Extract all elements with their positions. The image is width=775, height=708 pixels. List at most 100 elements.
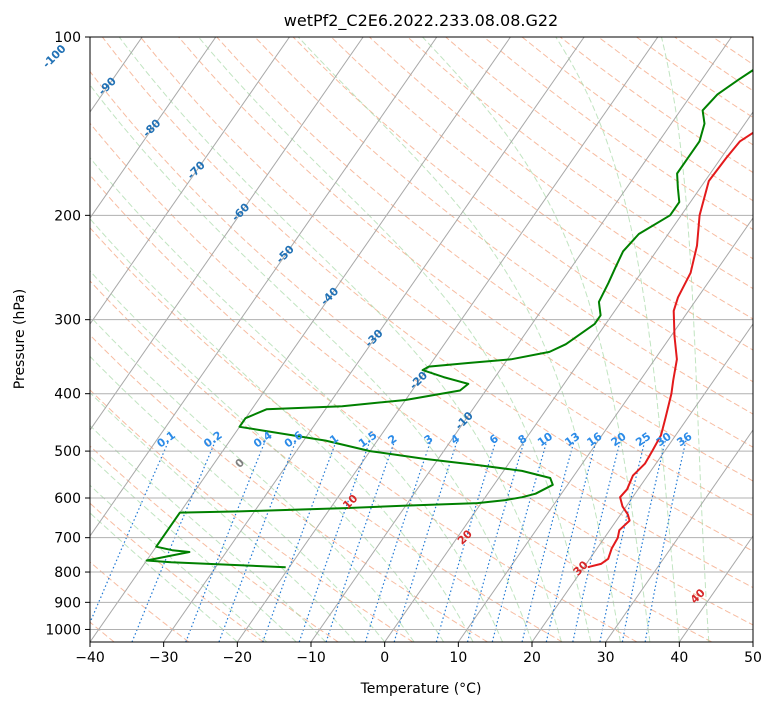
moist-adiabat [90, 484, 268, 642]
moist-adiabat [90, 156, 503, 642]
temperature-line [587, 131, 753, 569]
mixing-ratio-line [644, 440, 687, 642]
moist-adiabat [90, 355, 386, 642]
x-tick-label: 20 [523, 650, 541, 666]
pressure-grid [90, 37, 753, 630]
dry-adiabat-label: 0 [233, 456, 248, 471]
mixing-ratio-label: 6 [487, 432, 501, 447]
isotherm [90, 37, 217, 219]
x-tick-label: 30 [597, 650, 615, 666]
dry-adiabat [369, 37, 753, 320]
mixing-ratio-label: 0.6 [282, 428, 306, 450]
mixing-ratio-line [491, 440, 548, 642]
dry-adiabat [598, 37, 753, 146]
isotherm [163, 37, 585, 642]
mixing-ratio-line [545, 440, 597, 642]
x-tick-label: −30 [149, 650, 179, 666]
dry-adiabat [90, 70, 753, 589]
moist-adiabat [661, 37, 710, 642]
isotherm-label: -60 [229, 200, 252, 223]
y-tick-label: 900 [54, 595, 81, 611]
mixing-ratio-label: 1.5 [356, 429, 379, 451]
isotherm [531, 323, 753, 642]
moist-adiabat [90, 391, 356, 642]
dry-adiabat [292, 37, 753, 383]
dry-adiabat [90, 561, 190, 642]
isotherm [384, 111, 753, 642]
mixing-ratio-line [218, 440, 297, 642]
y-axis-label: Pressure (hPa) [12, 289, 28, 389]
moist-adiabat [90, 512, 238, 642]
mixing-ratio-line [364, 440, 432, 642]
dry-adiabat [178, 37, 753, 482]
x-tick-label: 40 [670, 650, 688, 666]
moist-adiabat [90, 84, 533, 642]
axes: −40 −30 −20 −10 0 10 20 30 40 5010020030040050060… [45, 30, 762, 666]
mixing-ratio-label: 0.2 [201, 429, 224, 451]
mixing-ratio-label: 0.1 [154, 429, 177, 451]
isotherm [605, 429, 753, 642]
moist-adiabat [198, 37, 592, 642]
isotherm-label: -70 [185, 158, 208, 181]
mixing-ratio-line [466, 440, 525, 642]
chart-title: wetPf2_C2E6.2022.233.08.08.G22 [284, 11, 558, 31]
y-tick-label: 700 [54, 531, 81, 547]
mixing-ratio-line [435, 440, 497, 642]
mixing-ratio-line [572, 440, 621, 642]
isotherm [0, 37, 68, 642]
x-tick-label: 0 [380, 650, 389, 666]
moist-adiabat [422, 37, 651, 642]
dry-adiabat [521, 37, 753, 202]
dry-adiabat [90, 227, 638, 642]
moist-adiabat [90, 424, 327, 642]
mixing-ratio-line [262, 440, 338, 642]
moist-adiabat [90, 270, 445, 642]
dry-adiabat [90, 502, 264, 642]
dry-adiabat [407, 37, 753, 290]
mixing-ratio-label: 16 [584, 430, 604, 450]
mixing-ratio-line [298, 440, 371, 642]
mixing-ratio-line [521, 440, 575, 642]
mixing-ratio-label: 4 [448, 432, 462, 447]
mixing-ratio-line [325, 440, 396, 642]
moist-adiabat [297, 37, 621, 642]
dry-adiabat [254, 37, 753, 415]
isotherm-label: -100 [40, 42, 69, 71]
moist-adiabat [118, 37, 562, 642]
isotherm [457, 217, 753, 642]
y-tick-label: 600 [54, 491, 81, 507]
dry-adiabat [90, 445, 339, 642]
background-lines [0, 37, 753, 642]
y-tick-label: 500 [54, 444, 81, 460]
profile-series [145, 68, 753, 569]
x-tick-label: 10 [449, 650, 467, 666]
dry-adiabat-label: 40 [688, 586, 708, 606]
dry-adiabat [750, 37, 753, 39]
isotherm-label: -10 [453, 409, 476, 432]
dry-adiabat [483, 37, 753, 231]
mixing-ratio-line [393, 440, 458, 642]
mixing-ratio-line [131, 440, 217, 642]
isotherm [752, 641, 753, 642]
dry-adiabat [330, 37, 753, 351]
x-tick-label: −10 [296, 650, 326, 666]
isotherm [678, 535, 753, 642]
dry-adiabat [140, 37, 753, 517]
mixing-ratio-label: 2 [386, 432, 400, 447]
moist-adiabat [90, 218, 474, 642]
mixing-ratio-line [599, 440, 646, 642]
isotherm-label: -30 [362, 327, 385, 350]
dry-adiabat [90, 334, 488, 642]
dry-adiabat [90, 174, 712, 642]
y-tick-label: 400 [54, 387, 81, 403]
isotherm-label: -90 [96, 74, 119, 97]
isotherm [236, 37, 659, 642]
plot-frame [89, 36, 754, 643]
moist-adiabat [555, 37, 680, 642]
isotherm [90, 37, 438, 537]
mixing-ratio-line [185, 440, 266, 642]
x-tick-label: −40 [75, 650, 105, 666]
dewpoint-line [145, 68, 753, 569]
y-tick-label: 100 [54, 30, 81, 46]
